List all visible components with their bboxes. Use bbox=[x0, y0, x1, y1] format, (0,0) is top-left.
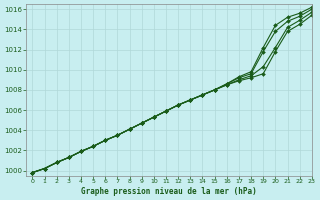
X-axis label: Graphe pression niveau de la mer (hPa): Graphe pression niveau de la mer (hPa) bbox=[81, 187, 257, 196]
